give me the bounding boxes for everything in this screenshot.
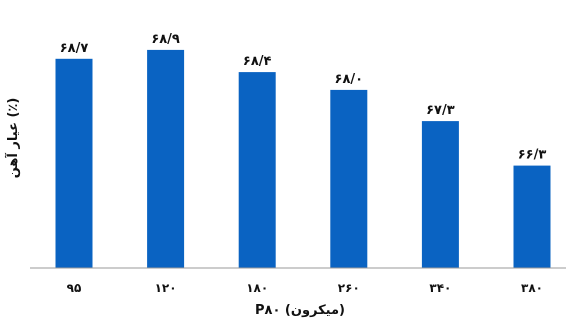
data-label-6: ۶۶/۳ [518, 148, 547, 163]
bar-1 [55, 58, 93, 268]
x-tick-label-4: ۲۶۰ [338, 281, 360, 295]
data-label-2: ۶۸/۹ [151, 32, 180, 47]
bar-4 [330, 89, 368, 269]
x-tick-label-5: ۳۴۰ [429, 281, 451, 295]
bar-5 [421, 121, 459, 268]
x-tick-labels-layer: ۹۵ ۱۲۰ ۱۸۰ ۲۶۰ ۳۴۰ ۳۸۰ [67, 281, 543, 295]
bar-3 [238, 72, 276, 268]
x-tick-label-6: ۳۸۰ [521, 281, 543, 295]
data-label-4: ۶۸/۰ [335, 72, 364, 87]
y-axis-title: عیار آهن (٪) [4, 98, 21, 179]
x-tick-label-3: ۱۸۰ [246, 281, 268, 295]
data-label-3: ۶۸/۴ [243, 54, 272, 69]
bar-2 [147, 49, 185, 269]
data-labels-layer: ۶۸/۷ ۶۸/۹ ۶۸/۴ ۶۸/۰ ۶۷/۳ ۶۶/۳ [60, 32, 547, 163]
bar-6 [513, 165, 551, 268]
x-axis-title: P۸۰ (میکرون) [255, 303, 345, 318]
bars-layer [55, 49, 551, 269]
data-label-5: ۶۷/۳ [426, 103, 455, 118]
x-tick-label-1: ۹۵ [67, 281, 82, 295]
x-tick-label-2: ۱۲۰ [155, 281, 177, 295]
data-label-1: ۶۸/۷ [60, 41, 89, 56]
